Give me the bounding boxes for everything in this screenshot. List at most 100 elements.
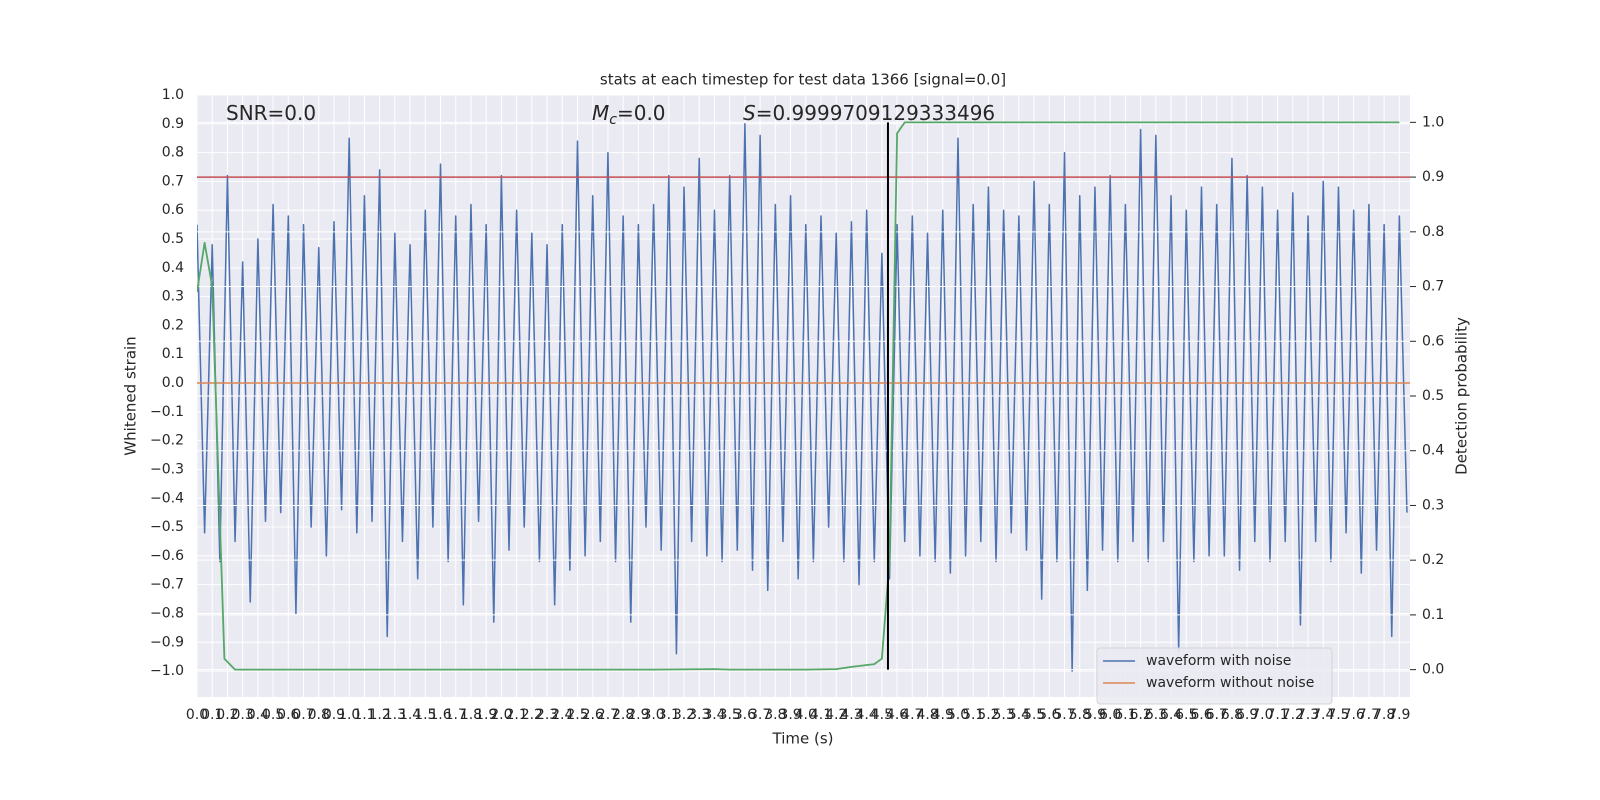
x-tick-label: 6.5 (1175, 707, 1197, 723)
x-tick-label: 2.1 (505, 707, 527, 723)
y2-tick-label: 0.4 (1422, 443, 1444, 459)
annotation-text: =0.9999709129333496 (756, 101, 995, 125)
x-tick-label: 3.5 (719, 707, 741, 723)
x-tick-label: 6.1 (1114, 707, 1136, 723)
x-tick-label: 7.0 (1251, 707, 1273, 723)
x-tick-label: 2.7 (597, 707, 619, 723)
plot-area-y2 (197, 121, 1410, 671)
x-tick-label: 1.7 (445, 707, 467, 723)
y-tick-label: −0.1 (150, 404, 184, 420)
x-tick-label: 7.9 (1388, 707, 1410, 723)
x-tick-label: 6.9 (1236, 707, 1258, 723)
x-tick-label: 5.7 (1053, 707, 1075, 723)
x-tick-label: 1.9 (475, 707, 497, 723)
legend-label: waveform with noise (1146, 653, 1291, 669)
x-tick-label: 1.1 (353, 707, 375, 723)
x-tick-label: 4.8 (916, 707, 938, 723)
annotation-subscript: c (609, 112, 617, 128)
x-tick-label: 7.4 (1312, 707, 1334, 723)
y2-tick-label: 0.7 (1422, 279, 1444, 295)
x-tick-label: 6.0 (1099, 707, 1121, 723)
y-tick-label: 0.1 (162, 346, 184, 362)
x-tick-label: 6.6 (1190, 707, 1212, 723)
x-tick-label: 5.1 (962, 707, 984, 723)
x-tick-label: 0.7 (292, 707, 314, 723)
x-tick-label: 1.5 (414, 707, 436, 723)
y-tick-label: −0.2 (150, 433, 184, 449)
x-tick-label: 3.4 (703, 707, 725, 723)
x-tick-label: 6.2 (1129, 707, 1151, 723)
x-tick-label: 2.0 (490, 707, 512, 723)
x-tick-label: 7.1 (1266, 707, 1288, 723)
y-tick-label: 0.6 (162, 202, 184, 218)
x-tick-label: 0.2 (216, 707, 238, 723)
x-tick-label: 3.2 (673, 707, 695, 723)
x-tick-label: 7.7 (1358, 707, 1380, 723)
x-tick-label: 5.6 (1038, 707, 1060, 723)
y-tick-label: −0.8 (150, 605, 184, 621)
x-tick-label: 0.0 (186, 707, 208, 723)
x-tick-label: 3.3 (688, 707, 710, 723)
x-tick-label: 4.9 (932, 707, 954, 723)
x-tick-label: 7.8 (1373, 707, 1395, 723)
x-tick-label: 3.6 (734, 707, 756, 723)
y-tick-label: 0.0 (162, 375, 184, 391)
series-line (197, 123, 1408, 672)
y-tick-label: 0.3 (162, 289, 184, 305)
x-tick-label: 5.2 (977, 707, 999, 723)
x-tick-label: 4.0 (795, 707, 817, 723)
x-tick-label: 2.4 (551, 707, 573, 723)
x-tick-label: 7.2 (1282, 707, 1304, 723)
annotation: S=0.9999709129333496 (743, 101, 995, 125)
x-tick-label: 1.8 (460, 707, 482, 723)
x-tick-label: 2.6 (582, 707, 604, 723)
legend-label: waveform without noise (1146, 675, 1314, 691)
y-tick-label: 0.2 (162, 317, 184, 333)
legend-box (1096, 647, 1333, 705)
y2-tick-label: 0.5 (1422, 388, 1444, 404)
x-tick-label: 1.0 (338, 707, 360, 723)
x-tick-label: 4.3 (840, 707, 862, 723)
x-tick-label: 1.4 (399, 707, 421, 723)
x-tick-label: 3.7 (749, 707, 771, 723)
x-tick-label: 7.3 (1297, 707, 1319, 723)
y2-tick-label: 0.8 (1422, 224, 1444, 240)
x-tick-label: 5.5 (1023, 707, 1045, 723)
annotation-symbol: M (592, 101, 609, 125)
x-tick-label: 5.4 (1008, 707, 1030, 723)
y-tick-label: −0.4 (150, 490, 184, 506)
x-tick-label: 0.4 (247, 707, 269, 723)
x-tick-label: 4.4 (856, 707, 878, 723)
x-tick-label: 4.5 (871, 707, 893, 723)
x-tick-label: 3.8 (764, 707, 786, 723)
y-tick-label: −0.3 (150, 461, 184, 477)
x-tick-label: 1.3 (384, 707, 406, 723)
plot-area (197, 123, 1410, 672)
x-tick-label: 0.8 (308, 707, 330, 723)
x-tick-label: 5.9 (1084, 707, 1106, 723)
y2-tick-label: 1.0 (1422, 114, 1444, 130)
annotation: SNR=0.0 (226, 101, 316, 125)
y-tick-label: −0.9 (150, 634, 184, 650)
x-axis-label: Time (s) (772, 730, 834, 748)
chart-title: stats at each timestep for test data 136… (600, 71, 1006, 89)
y-tick-label: −1.0 (150, 663, 184, 679)
y2-tick-label: 0.3 (1422, 497, 1444, 513)
x-tick-label: 4.7 (901, 707, 923, 723)
x-tick-label: 5.3 (993, 707, 1015, 723)
y2-tick-label: 0.1 (1422, 607, 1444, 623)
x-tick-label: 4.1 (810, 707, 832, 723)
y-tick-label: −0.6 (150, 548, 184, 564)
y-tick-label: 0.5 (162, 231, 184, 247)
y2-tick-label: 0.0 (1422, 662, 1444, 678)
y2-tick-label: 0.6 (1422, 333, 1444, 349)
annotation-text: =0.0 (617, 101, 666, 125)
y-tick-label: 0.7 (162, 173, 184, 189)
x-tick-label: 2.9 (627, 707, 649, 723)
annotation-text: SNR=0.0 (226, 101, 316, 125)
annotation-symbol: S (743, 101, 756, 125)
x-tick-label: 3.9 (779, 707, 801, 723)
legend: waveform with noise waveform without nois… (1096, 647, 1333, 705)
